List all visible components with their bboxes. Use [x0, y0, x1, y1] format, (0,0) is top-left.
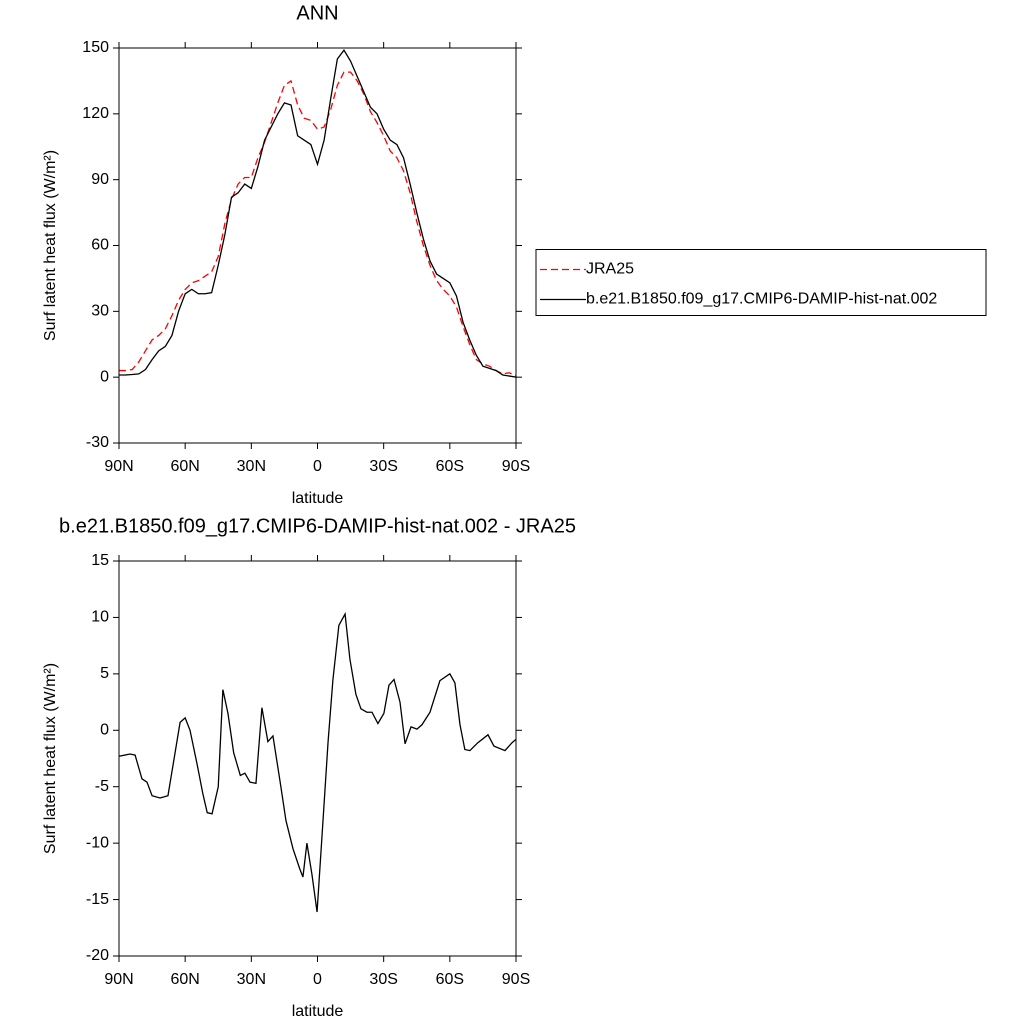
x-tick-label: 60S	[436, 458, 464, 475]
y-tick-label: 60	[91, 237, 109, 254]
y-tick-label: -15	[86, 891, 109, 908]
x-tick-label: 0	[313, 971, 322, 988]
y-tick-label: 120	[82, 105, 109, 122]
y-tick-label: -20	[86, 947, 109, 964]
chart-title: b.e21.B1850.f09_g17.CMIP6-DAMIP-hist-nat…	[59, 515, 576, 537]
legend-box	[535, 249, 987, 316]
y-tick-label: 30	[91, 303, 109, 320]
y-tick-label: 10	[91, 609, 109, 626]
data-line	[119, 71, 517, 377]
y-tick-label: -5	[95, 778, 109, 795]
y-tick-label: 0	[100, 368, 109, 385]
x-axis-label: latitude	[292, 1003, 344, 1020]
x-tick-label: 60N	[170, 971, 199, 988]
chart-title: ANN	[296, 2, 338, 24]
legend-label: JRA25	[586, 261, 634, 278]
x-tick-label: 30N	[237, 458, 266, 475]
y-tick-label: 15	[91, 552, 109, 569]
data-line	[118, 611, 517, 913]
x-tick-label: 60N	[170, 458, 199, 475]
x-tick-label: 90N	[104, 458, 133, 475]
x-tick-label: 30N	[237, 971, 266, 988]
plot-frame	[118, 47, 517, 444]
x-axis-label: latitude	[292, 490, 344, 507]
y-tick-label: 0	[100, 722, 109, 739]
y-tick-label: 90	[91, 171, 109, 188]
x-tick-label: 0	[313, 458, 322, 475]
data-line	[119, 49, 517, 378]
y-axis-label: Surf latent heat flux (W/m²)	[42, 150, 59, 341]
y-tick-label: 5	[100, 665, 109, 682]
x-tick-label: 90S	[502, 971, 530, 988]
y-axis-label: Surf latent heat flux (W/m²)	[42, 663, 59, 854]
x-tick-label: 30S	[369, 458, 397, 475]
y-tick-label: 150	[82, 39, 109, 56]
x-tick-label: 90N	[104, 971, 133, 988]
x-tick-label: 60S	[436, 971, 464, 988]
x-tick-label: 30S	[369, 971, 397, 988]
legend-label: b.e21.B1850.f09_g17.CMIP6-DAMIP-hist-nat…	[586, 291, 937, 308]
y-tick-label: -30	[86, 434, 109, 451]
plot-frame	[118, 560, 517, 957]
x-tick-label: 90S	[502, 458, 530, 475]
y-tick-label: -10	[86, 834, 109, 851]
